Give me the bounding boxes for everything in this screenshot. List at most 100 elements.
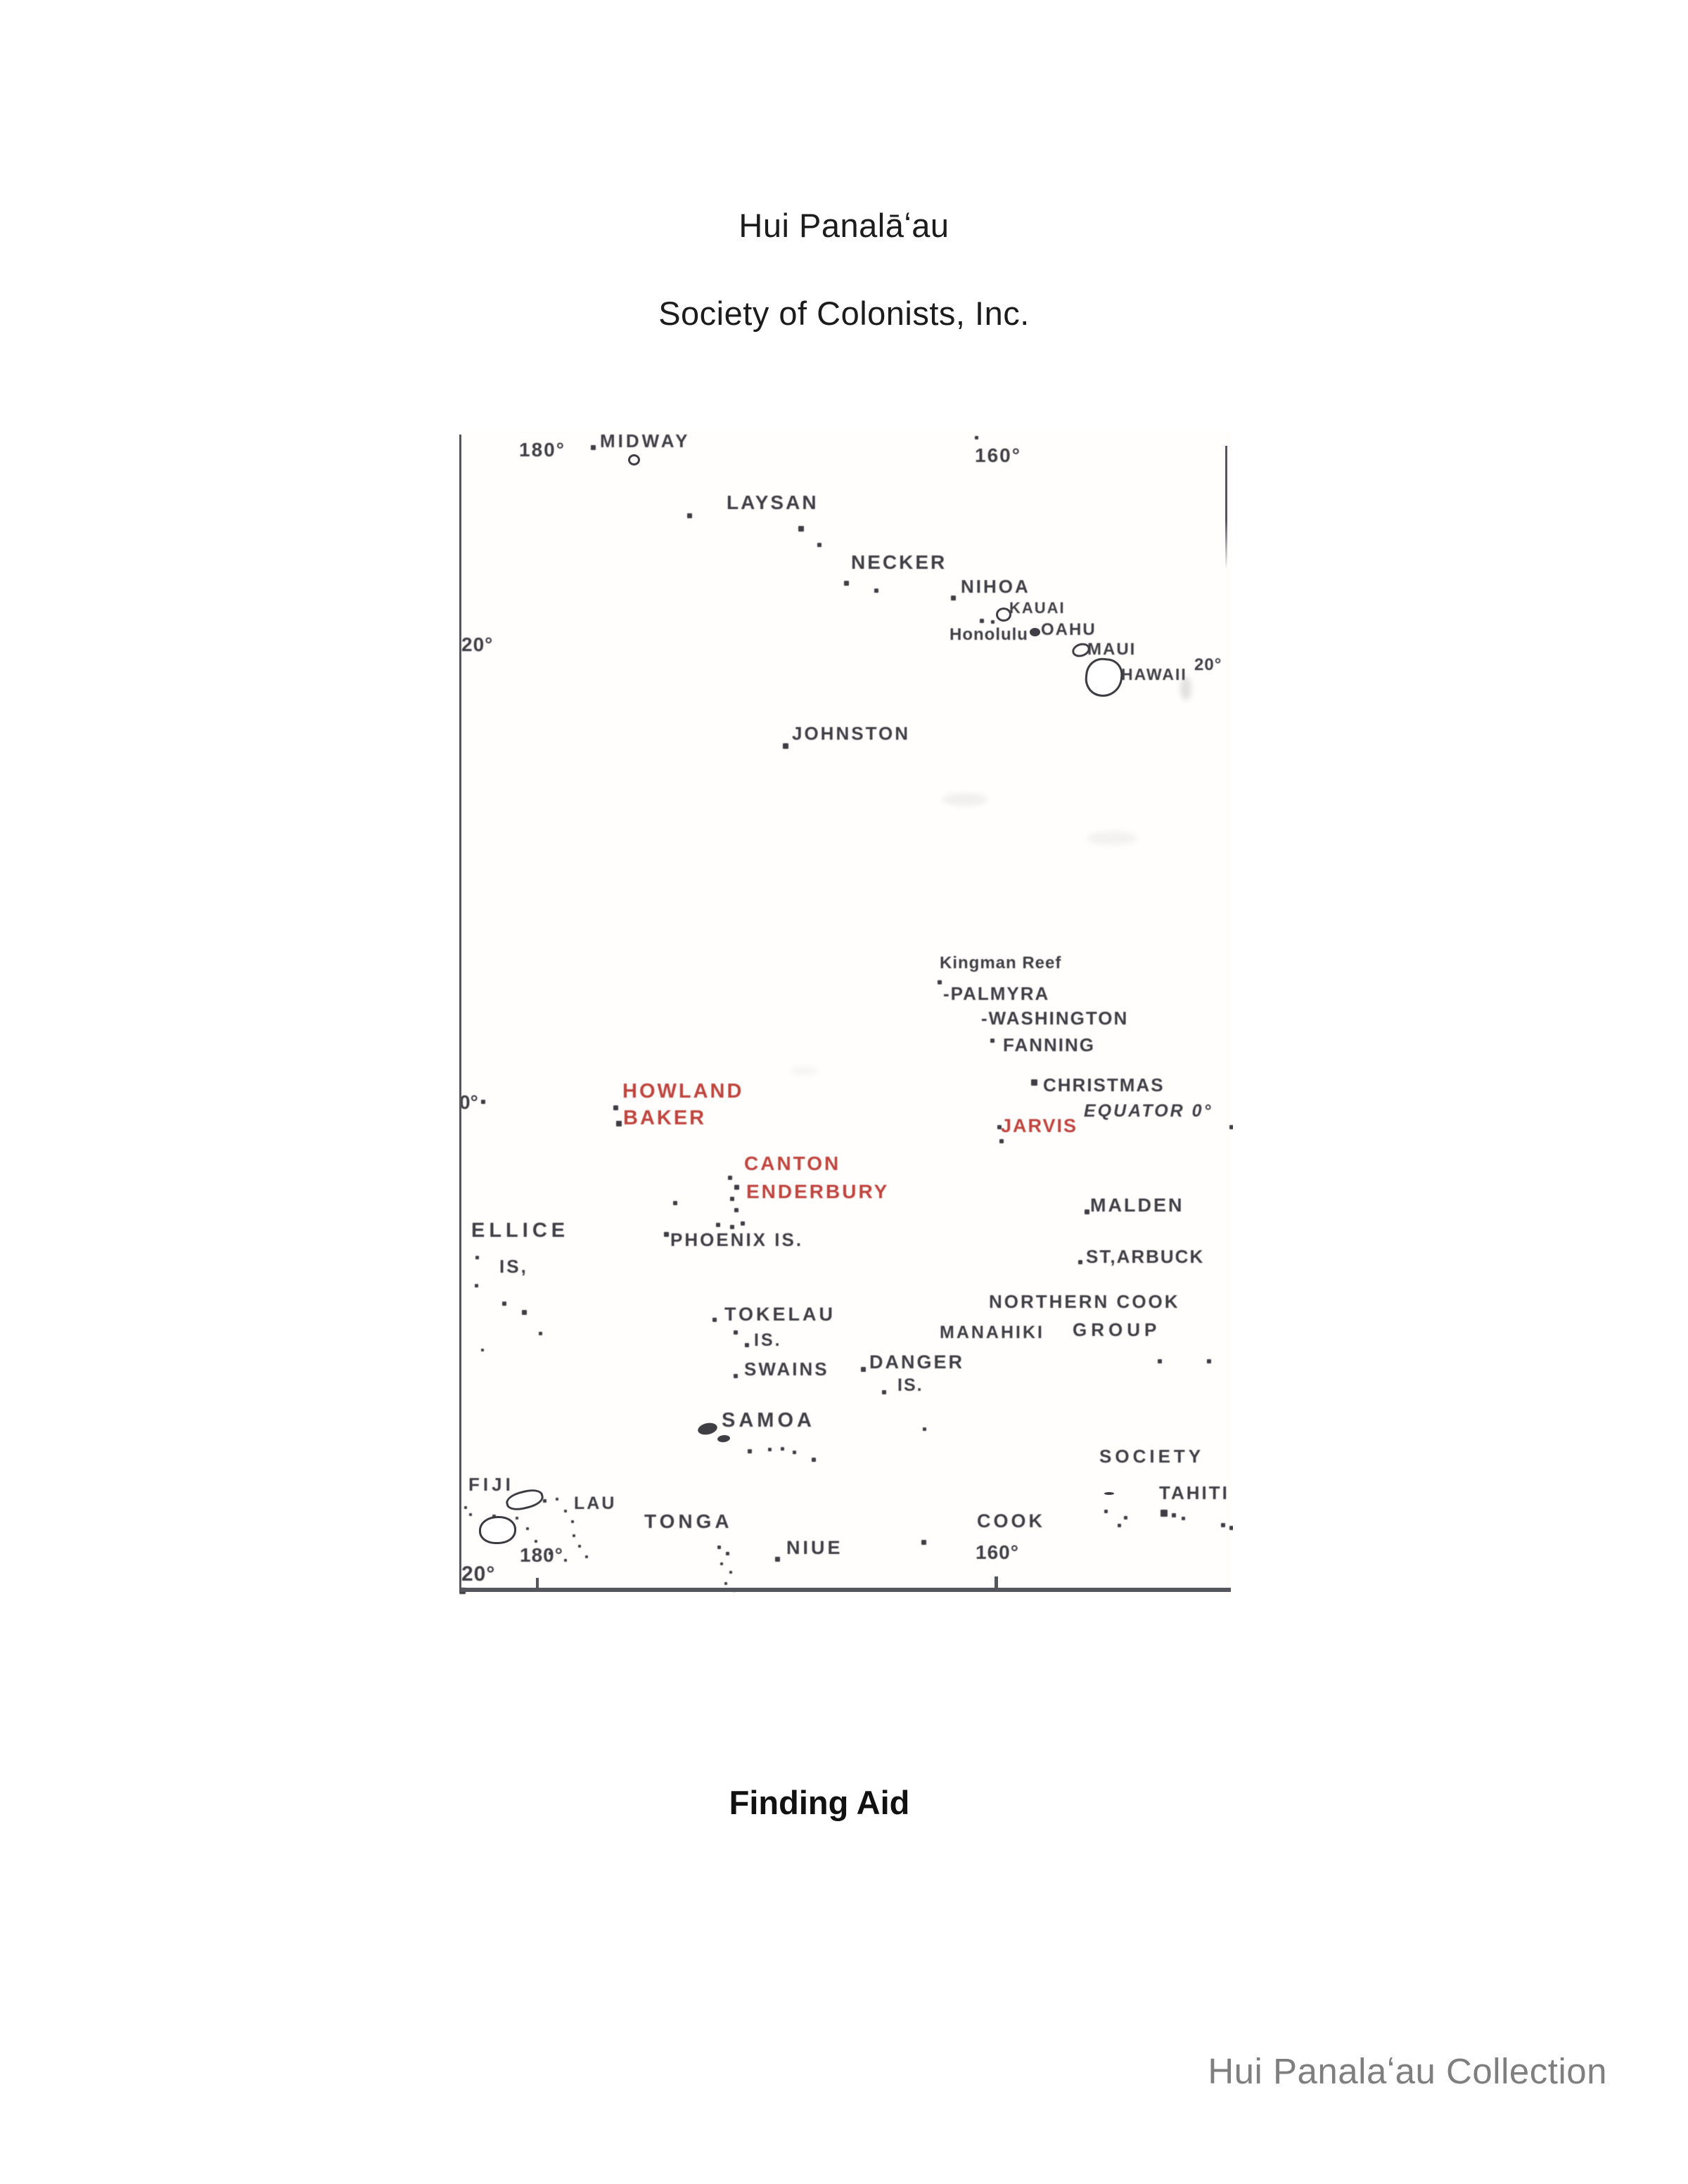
island-dot: [578, 1545, 581, 1548]
island-dot: [734, 1330, 738, 1335]
map-label-cook: COOK: [977, 1510, 1045, 1531]
island-dot: [539, 1332, 542, 1335]
island-dot: [564, 1559, 567, 1562]
map-label-kingman-reef: Kingman Reef: [940, 953, 1062, 972]
island-dot: [535, 1540, 537, 1543]
island-dot: [798, 526, 804, 532]
island-dot: [664, 1232, 669, 1237]
island-dot: [673, 1201, 677, 1205]
island-dot: [951, 596, 956, 600]
island-dot: [585, 1555, 588, 1558]
island-dot: [1182, 1517, 1185, 1520]
island-dot: [741, 1221, 745, 1226]
island-dot: [748, 1449, 752, 1453]
island-dot: [717, 1546, 721, 1549]
island-dot: [516, 1517, 518, 1520]
island-dot: [775, 1557, 780, 1562]
map-label-northern-cook: NORTHERN COOK: [989, 1291, 1180, 1312]
island-dot: [573, 1534, 575, 1537]
island-dot: [729, 1571, 732, 1574]
island-shape: [717, 1434, 731, 1443]
island-dot: [728, 1176, 732, 1180]
island-dot: [716, 1223, 720, 1227]
island-outline: [479, 1516, 516, 1544]
map-label-canton: CANTON: [744, 1152, 841, 1174]
island-dot: [997, 1125, 1002, 1129]
island-dot: [793, 1451, 796, 1454]
map-label-tonga: TONGA: [644, 1510, 733, 1532]
island-dot: [921, 1540, 926, 1545]
island-dot: [874, 589, 878, 593]
map-label-equator-0: EQUATOR 0°: [1084, 1101, 1213, 1121]
island-dot: [720, 1562, 723, 1565]
map-label-oahu: OAHU: [1041, 620, 1096, 639]
map-label-160: 160°: [975, 444, 1021, 466]
island-dot: [1160, 1510, 1168, 1517]
map-label-hawaii: HAWAII: [1121, 665, 1187, 683]
island-dot: [1118, 1524, 1121, 1527]
island-dot: [687, 513, 692, 518]
island-dot: [999, 1139, 1004, 1143]
map-label-manahiki: MANAHIKI: [940, 1323, 1044, 1342]
island-shape: [1104, 1492, 1114, 1495]
island-dot: [1104, 1510, 1108, 1513]
island-dot: [745, 1343, 749, 1347]
map-label-baker: BAKER: [623, 1107, 707, 1129]
island-ring: [628, 454, 640, 465]
map-label-180: 180°: [520, 1544, 563, 1566]
map-label-is: IS.: [897, 1375, 923, 1395]
map-label-fiji: FIJI: [468, 1474, 514, 1495]
island-dot: [938, 980, 942, 984]
map-bottom-border: [459, 1588, 1231, 1592]
map-label-niue: NIUE: [786, 1537, 843, 1558]
map-label-st-arbuck: ST,ARBUCK: [1086, 1246, 1205, 1267]
map-label-is: IS.: [754, 1330, 782, 1350]
map-label-necker: NECKER: [851, 551, 947, 573]
island-dot: [1221, 1523, 1225, 1527]
island-dot: [1031, 1079, 1037, 1086]
finding-aid-heading: Finding Aid: [729, 1784, 910, 1821]
map-label-christmas: CHRISTMAS: [1043, 1074, 1165, 1096]
island-dot: [1078, 1260, 1082, 1264]
island-dot: [543, 1499, 546, 1503]
island-dot: [1085, 1209, 1089, 1214]
island-dot: [923, 1427, 926, 1431]
map-right-border: [1225, 446, 1227, 570]
island-dot: [522, 1310, 527, 1315]
map-label-enderbury: ENDERBURY: [746, 1181, 890, 1202]
map-label-group: GROUP: [1073, 1319, 1161, 1340]
island-dot: [549, 1552, 551, 1555]
scan-smudge: [1087, 831, 1137, 845]
island-dot: [734, 1185, 739, 1190]
map-label-180: 180°: [519, 439, 565, 461]
scan-smudge: [942, 793, 987, 806]
island-dot: [861, 1367, 866, 1372]
island-dot: [1124, 1516, 1127, 1520]
map-label-palmyra: -PALMYRA: [943, 983, 1050, 1004]
map-label-malden: MALDEN: [1090, 1195, 1184, 1216]
island-dot: [844, 581, 849, 586]
island-dot: [526, 1527, 529, 1530]
map-label-laysan: LAYSAN: [727, 492, 819, 513]
island-dot: [734, 1208, 738, 1212]
island-dot: [730, 1225, 734, 1229]
island-dot: [1207, 1359, 1211, 1363]
pacific-islands-map: 180° MIDWAY 160° LAYSAN NECKER NIHOA KAUAI Hono…: [459, 430, 1233, 1598]
island-dot: [734, 1374, 738, 1378]
map-label-johnston: JOHNSTON: [792, 723, 910, 744]
island-shape: [1030, 628, 1040, 636]
island-dot: [726, 1552, 729, 1555]
island-dot: [724, 1582, 727, 1585]
map-label-society: SOCIETY: [1099, 1446, 1205, 1467]
island-dot: [781, 1447, 784, 1451]
map-label-danger: DANGER: [869, 1351, 965, 1373]
page-title: Hui Panalāʻau: [738, 207, 950, 244]
longitude-tick-180: [536, 1578, 539, 1588]
island-dot: [1172, 1513, 1176, 1517]
scan-smudge: [790, 1067, 818, 1075]
island-dot: [991, 620, 995, 624]
map-label-tokelau: TOKELAU: [724, 1304, 836, 1325]
island-dot: [591, 445, 596, 450]
page-subtitle: Society of Colonists, Inc.: [658, 295, 1030, 332]
